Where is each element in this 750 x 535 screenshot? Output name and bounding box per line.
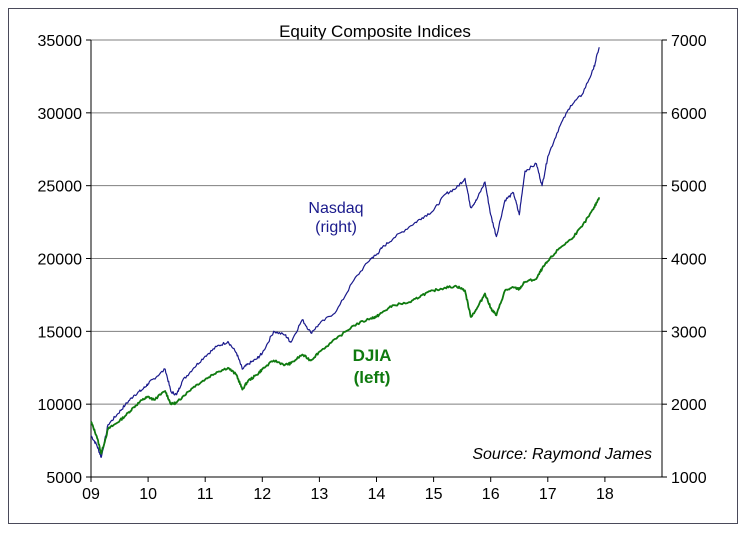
- series-lines: [90, 47, 601, 458]
- y-tick-label-left: 15000: [38, 324, 83, 341]
- djia-label: DJIA: [353, 346, 392, 365]
- y-ticks-left: 5000 10000 15000 20000 25000 30000 35000: [38, 33, 83, 487]
- x-tick-label: 10: [139, 486, 157, 503]
- y-tick-label-left: 30000: [38, 106, 83, 123]
- y-tick-label-left: 5000: [46, 470, 82, 487]
- nasdaq-series-line: [90, 47, 600, 458]
- nasdaq-label: Nasdaq: [308, 200, 363, 217]
- chart-title: Equity Composite Indices: [279, 22, 471, 41]
- y-tick-label-right: 3000: [671, 324, 707, 341]
- y-tick-label-right: 2000: [671, 397, 707, 414]
- x-tick-label: 15: [425, 486, 443, 503]
- x-tick-label: 12: [253, 486, 271, 503]
- chart-frame: [8, 8, 738, 524]
- x-tick-label: 13: [311, 486, 329, 503]
- x-tick-label: 09: [82, 486, 100, 503]
- y-tick-label-left: 10000: [38, 397, 83, 414]
- y-tick-label-right: 6000: [671, 106, 707, 123]
- y-tick-label-left: 35000: [38, 33, 83, 50]
- djia-label-axis: (left): [354, 368, 391, 387]
- x-tick-label: 14: [368, 486, 386, 503]
- djia-series-line: [90, 197, 601, 455]
- axes: [86, 39, 667, 482]
- y-tick-label-right: 5000: [671, 179, 707, 196]
- x-ticks: 09 10 11 12 13 14 15 16 17 18: [82, 486, 614, 503]
- y-tick-label-right: 4000: [671, 252, 707, 269]
- x-tick-label: 18: [596, 486, 614, 503]
- nasdaq-label-axis: (right): [315, 219, 357, 236]
- y-tick-label-left: 20000: [38, 252, 83, 269]
- y-tick-label-right: 1000: [671, 470, 707, 487]
- y-ticks-right: 1000 2000 3000 4000 5000 6000 7000: [671, 33, 707, 487]
- x-tick-label: 17: [539, 486, 557, 503]
- x-tick-label: 11: [197, 486, 214, 503]
- x-tick-label: 16: [482, 486, 500, 503]
- source-note: Source: Raymond James: [472, 446, 652, 463]
- y-tick-label-left: 25000: [38, 179, 83, 196]
- y-tick-label-right: 7000: [671, 33, 707, 50]
- gridlines: [91, 39, 662, 478]
